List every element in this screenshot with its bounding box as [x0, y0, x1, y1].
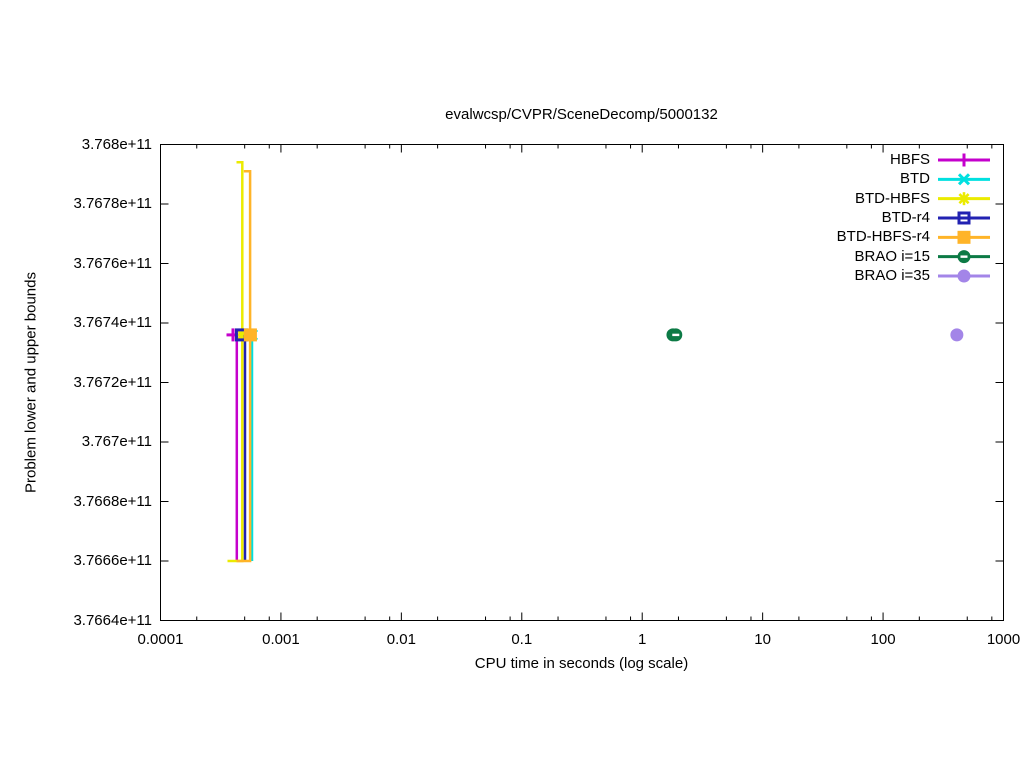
y-tick-label: 3.7664e+11 — [73, 611, 152, 629]
series-point-BRAO i=15-dash — [672, 333, 680, 337]
legend-label-btd-hbfs-r4: BTD-HBFS-r4 — [836, 228, 930, 246]
series-line-BTD-HBFS-r4 — [236, 170, 252, 563]
y-tick-label: 3.7676e+11 — [73, 254, 152, 272]
x-axis-label: CPU time in seconds (log scale) — [474, 655, 689, 672]
y-axis-label: Problem lower and upper bounds — [22, 272, 40, 493]
y-tick-label: 3.7668e+11 — [73, 492, 152, 510]
series-point-BRAO i=35 — [950, 328, 964, 342]
x-tick-label: 0.001 — [262, 631, 300, 648]
legend-sample-marker-BTD-HBFS — [958, 193, 970, 205]
y-tick-label: 3.7674e+11 — [73, 314, 152, 331]
x-tick-label: 100 — [870, 631, 896, 648]
y-tick-label: 3.7666e+11 — [73, 552, 152, 569]
legend-label-brao-i-35: BRAO i=35 — [854, 266, 930, 284]
plot-border — [160, 144, 1004, 621]
legend-label-btd-hbfs: BTD-HBFS — [855, 189, 930, 207]
legend-label-brao-i-15: BRAO i=15 — [854, 247, 930, 265]
x-tick-label: 0.01 — [386, 631, 416, 648]
legend-label-btd: BTD — [900, 170, 930, 188]
x-tick-label: 0.0001 — [137, 631, 184, 648]
series-point-BTD-HBFS-r4 — [243, 328, 257, 342]
chart-title: evalwcsp/CVPR/SceneDecomp/5000132 — [445, 106, 718, 123]
legend-label-btd-r4: BTD-r4 — [881, 208, 930, 226]
legend-label-hbfs: HBFS — [889, 151, 930, 168]
y-tick-label: 3.7672e+11 — [73, 373, 152, 391]
legend-sample-marker-BRAO i=15-dash — [960, 255, 968, 258]
legend-sample-marker-BRAO i=35 — [957, 269, 971, 283]
x-tick-label: 1000 — [986, 631, 1021, 648]
series-line-BTD-HBFS — [227, 161, 244, 563]
x-tick-label: 10 — [754, 631, 771, 648]
y-tick-label: 3.7678e+11 — [73, 195, 152, 212]
y-tick-label: 3.767e+11 — [81, 433, 152, 450]
x-tick-label: 0.1 — [511, 631, 533, 648]
legend-sample-marker-BTD-r4 — [957, 211, 971, 225]
y-tick-label: 3.768e+11 — [81, 135, 152, 153]
legend-sample-marker-BTD — [957, 173, 971, 186]
legend-sample-marker-BTD-HBFS-r4 — [957, 230, 971, 244]
x-tick-label: 1 — [638, 631, 647, 648]
